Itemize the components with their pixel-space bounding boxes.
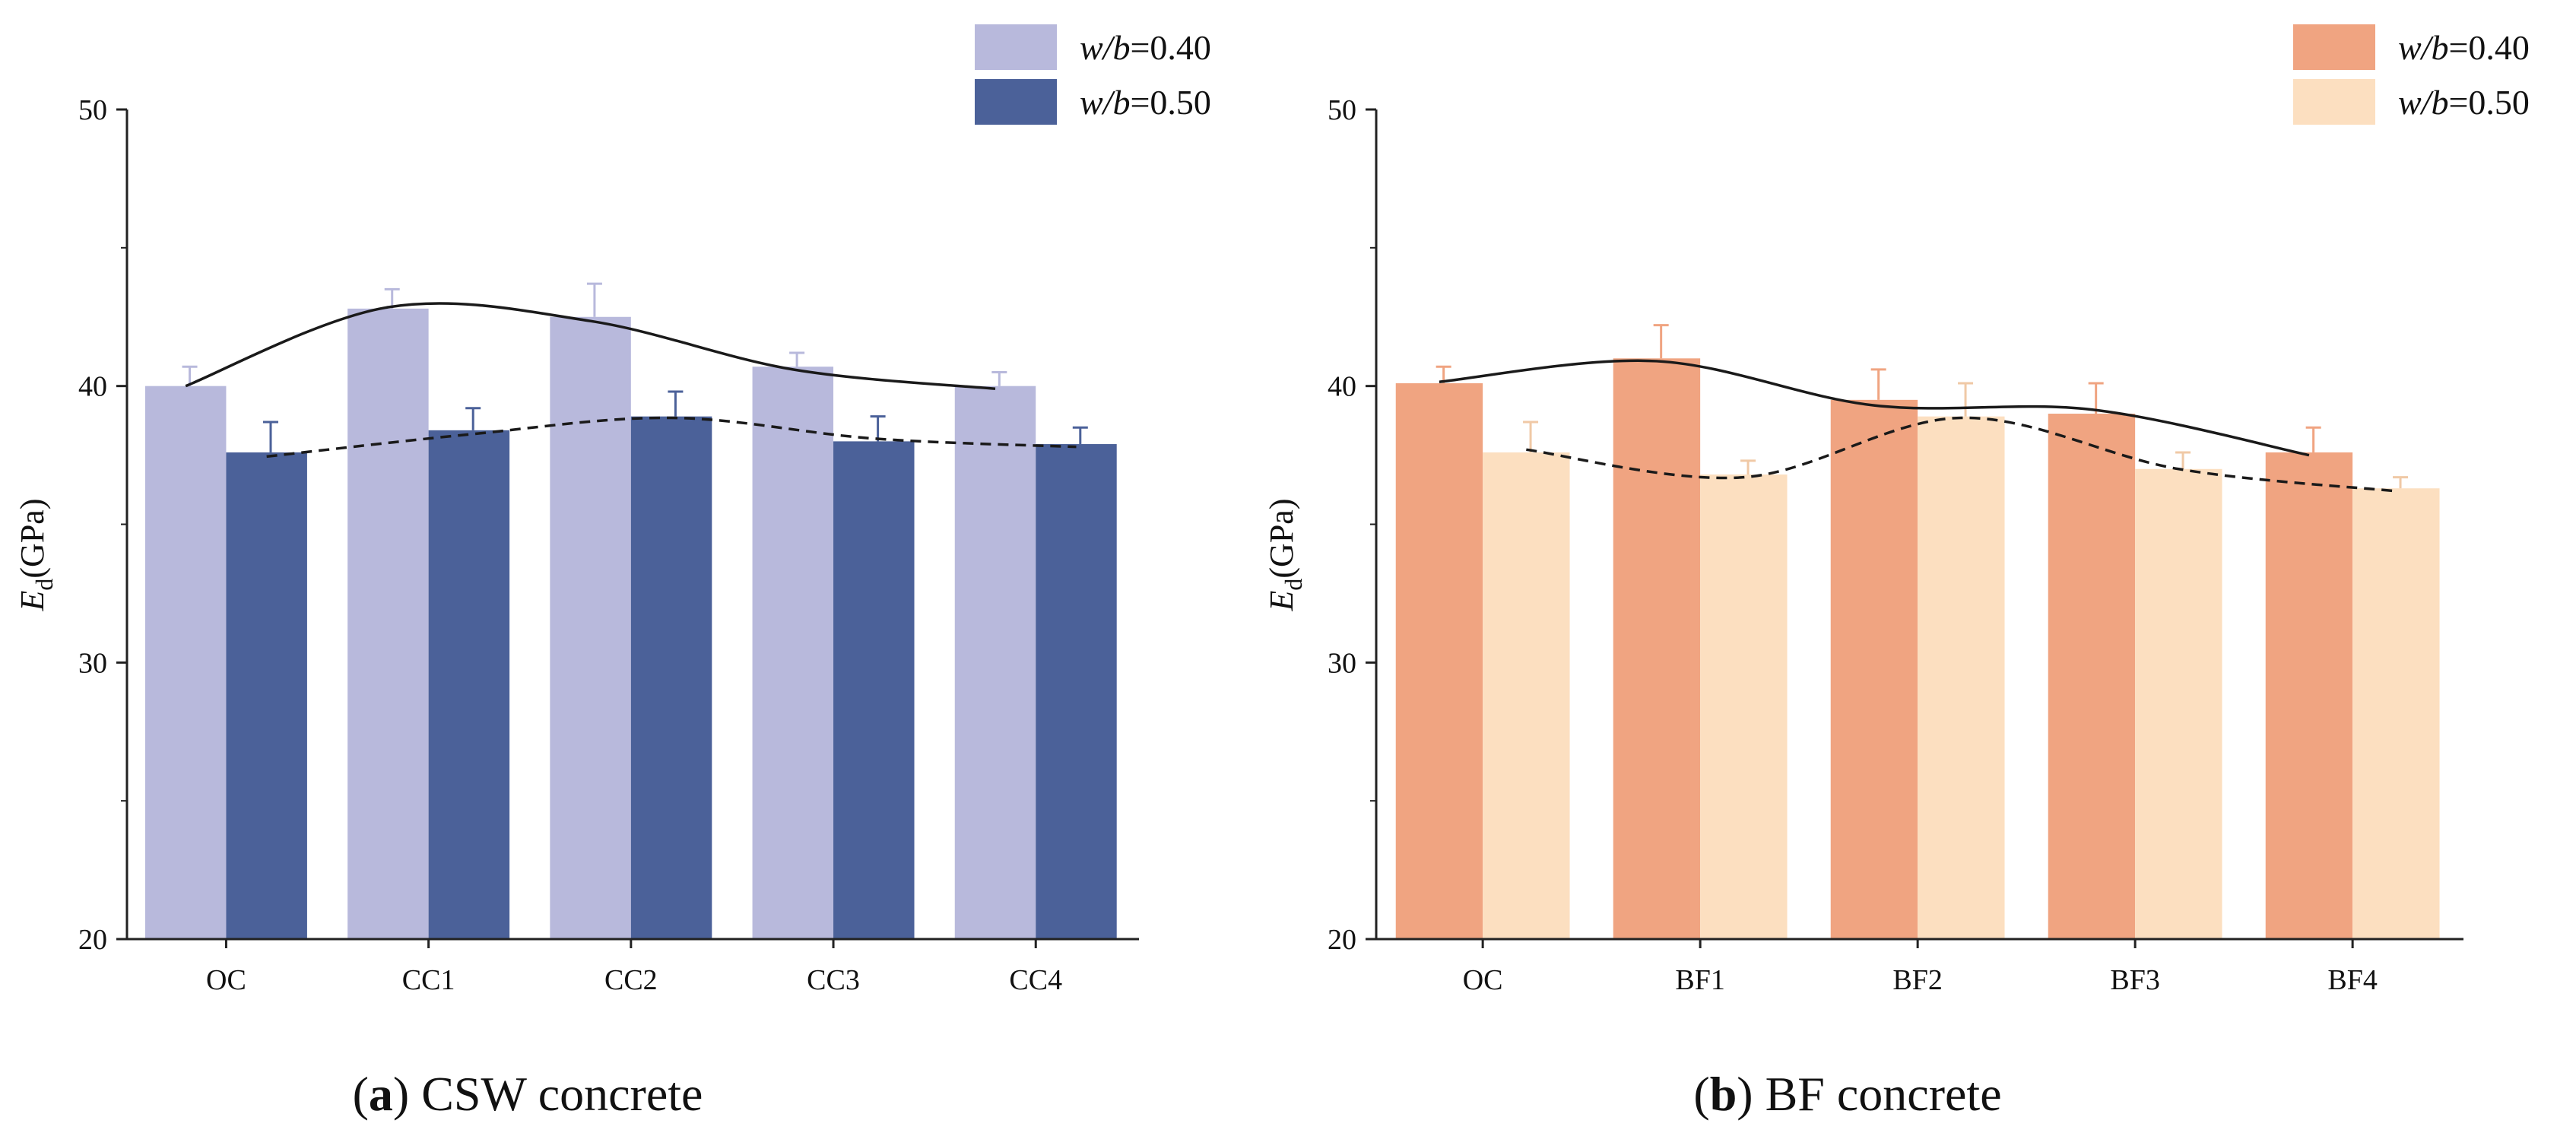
y-axis-title: Ed(GPa) <box>1263 499 1307 612</box>
x-tick-label-cc2: CC2 <box>604 964 658 996</box>
y-axis-title-unit: (GPa) <box>1263 499 1300 579</box>
x-tick-label-cc3: CC3 <box>807 964 860 996</box>
x-tick-label-bf3: BF3 <box>2110 964 2159 996</box>
trend-line-dashed <box>1526 416 2397 493</box>
y-tick-label-40: 40 <box>1328 371 1356 403</box>
y-tick-label-40: 40 <box>78 371 107 403</box>
x-tick-label-bf2: BF2 <box>1892 964 1942 996</box>
caption-text: BF concrete <box>1753 1067 2002 1121</box>
caption-letter: b <box>1710 1067 1737 1121</box>
bar-oc-series-1 <box>144 386 227 940</box>
caption-close-paren: ) <box>393 1067 409 1121</box>
x-tick-label-oc: OC <box>206 964 246 996</box>
bar-bf1-series-2 <box>1700 474 1788 939</box>
caption-close-paren: ) <box>1737 1067 1753 1121</box>
y-tick-label-50: 50 <box>1328 94 1356 126</box>
legend-label-series-2: w/b=0.50 <box>2398 83 2530 122</box>
y-axis-title-symbol: E <box>1263 590 1300 611</box>
y-tick-label-20: 20 <box>1328 924 1356 956</box>
caption-text: CSW concrete <box>409 1067 703 1121</box>
bar-bf1-series-1 <box>1613 358 1701 939</box>
legend-label-value: =0.40 <box>1130 28 1210 67</box>
bar-cc1-series-2 <box>428 430 510 939</box>
bar-cc4-series-2 <box>1036 444 1117 939</box>
legend-label-value: =0.50 <box>2448 83 2529 122</box>
x-tick-label-cc4: CC4 <box>1009 964 1062 996</box>
legend-swatch-series-1 <box>975 24 1057 70</box>
y-tick-label-20: 20 <box>78 924 107 956</box>
trend-line-solid <box>185 302 996 391</box>
bar-oc-series-2 <box>1483 452 1570 939</box>
caption-open-paren: ( <box>1693 1067 1709 1121</box>
caption-letter: a <box>369 1067 393 1121</box>
x-tick-label-bf1: BF1 <box>1675 964 1724 996</box>
trend-line-solid <box>1439 359 2310 457</box>
bar-cc4-series-1 <box>954 386 1036 940</box>
bar-cc1-series-1 <box>347 308 429 940</box>
bar-cc3-series-2 <box>833 441 915 939</box>
legend-label-series-1: w/b=0.40 <box>1080 28 1211 67</box>
y-tick-label-30: 30 <box>78 647 107 679</box>
y-tick-label-30: 30 <box>1328 647 1356 679</box>
y-axis-title-unit: (GPa) <box>14 499 51 579</box>
y-axis-title-subscript: d <box>1280 579 1307 591</box>
y-tick-label-50: 50 <box>78 94 107 126</box>
bar-oc-series-1 <box>1395 383 1483 939</box>
y-axis-title: Ed(GPa) <box>14 499 58 612</box>
legend-label-symbol: w/b <box>1080 83 1130 122</box>
legend-label-symbol: w/b <box>2398 28 2448 67</box>
bar-cc3-series-1 <box>752 367 834 940</box>
caption-open-paren: ( <box>353 1067 369 1121</box>
trend-line-dashed <box>266 416 1077 459</box>
bar-oc-series-2 <box>226 452 307 939</box>
bar-bf3-series-1 <box>2048 414 2136 939</box>
legend-label-value: =0.40 <box>2448 28 2529 67</box>
legend-label-value: =0.50 <box>1130 83 1210 122</box>
bar-bf4-series-1 <box>2265 452 2353 939</box>
y-axis-title-symbol: E <box>14 590 51 611</box>
x-tick-label-cc1: CC1 <box>402 964 455 996</box>
legend-label-series-1: w/b=0.40 <box>2398 28 2530 67</box>
bar-bf2-series-2 <box>1918 416 2005 939</box>
legend-label-symbol: w/b <box>2398 83 2448 122</box>
bar-bf3-series-2 <box>2135 468 2222 939</box>
legend-swatch-series-2 <box>2293 79 2375 125</box>
x-tick-label-oc: OC <box>1463 964 1503 996</box>
y-axis-title-subscript: d <box>30 579 58 591</box>
bar-bf2-series-1 <box>1830 399 1918 939</box>
legend-label-symbol: w/b <box>1080 28 1130 67</box>
x-tick-label-bf4: BF4 <box>2327 964 2377 996</box>
caption-panel-b: (b) BF concrete <box>1693 1067 2001 1121</box>
bar-cc2-series-2 <box>630 416 712 939</box>
legend-label-series-2: w/b=0.50 <box>1080 83 1211 122</box>
bar-cc2-series-1 <box>550 316 631 939</box>
legend-swatch-series-1 <box>2293 24 2375 70</box>
bar-bf4-series-2 <box>2352 488 2440 939</box>
legend-swatch-series-2 <box>975 79 1057 125</box>
caption-panel-a: (a) CSW concrete <box>353 1067 703 1121</box>
